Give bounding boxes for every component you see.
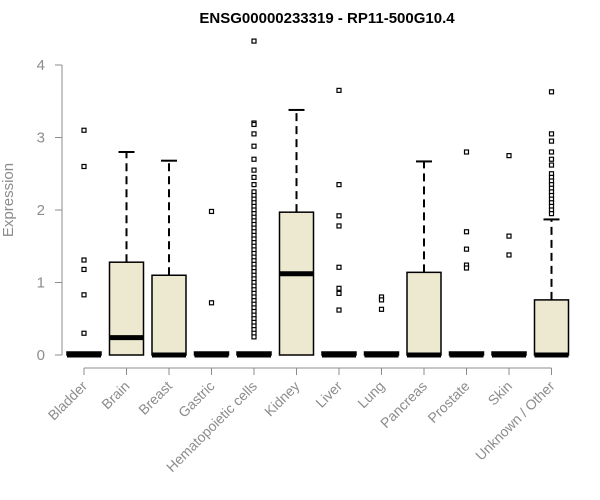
outlier-point xyxy=(251,167,257,173)
outlier-point xyxy=(336,223,342,229)
outlier-point xyxy=(463,246,470,252)
outlier-point xyxy=(251,174,257,180)
x-tick-label: Unknown / Other xyxy=(472,378,558,464)
outlier-point xyxy=(548,156,555,162)
x-tick-label: Lung xyxy=(354,378,387,411)
outlier-point xyxy=(336,285,342,291)
outlier-point xyxy=(81,330,87,336)
outlier-point xyxy=(208,208,215,215)
box-iqr xyxy=(406,271,442,356)
outlier-point xyxy=(81,266,87,273)
x-tick-label: Bladder xyxy=(45,378,91,424)
outlier-point xyxy=(336,182,342,188)
outlier-point xyxy=(336,307,342,313)
y-tick-label: 1 xyxy=(37,275,45,292)
y-tick-label: 2 xyxy=(37,202,45,219)
outlier-point xyxy=(251,156,257,162)
outlier-point xyxy=(548,89,555,95)
box-bladder xyxy=(66,127,102,358)
outlier-point xyxy=(336,264,342,270)
outlier-point xyxy=(463,149,470,155)
x-tick-label: Liver xyxy=(312,378,345,411)
outlier-point xyxy=(251,143,257,149)
outlier-point xyxy=(463,265,470,271)
box-lung xyxy=(363,294,400,358)
box-liver xyxy=(321,87,357,358)
box-breast xyxy=(151,159,187,358)
outlier-point xyxy=(548,211,555,217)
y-tick-label: 3 xyxy=(37,130,45,147)
outlier-point xyxy=(336,213,342,219)
box-hematopoietic-cells xyxy=(236,38,272,358)
outlier-point xyxy=(251,182,257,188)
outlier-point xyxy=(336,290,342,296)
x-tick-label: Brain xyxy=(98,378,132,412)
boxes-group xyxy=(66,38,570,358)
x-tick-label: Breast xyxy=(135,378,175,418)
box-brain xyxy=(108,151,145,356)
outlier-point xyxy=(208,300,215,306)
outlier-point xyxy=(81,163,87,170)
outlier-point xyxy=(251,334,257,340)
outlier-point xyxy=(463,229,470,235)
outlier-point xyxy=(251,131,257,137)
box-gastric xyxy=(193,208,230,358)
box-iqr xyxy=(108,261,145,356)
outlier-point xyxy=(378,306,385,312)
x-tick-label: Prostate xyxy=(424,378,472,426)
box-iqr xyxy=(151,274,187,356)
box-iqr xyxy=(533,299,570,356)
outlier-point xyxy=(336,87,342,93)
outlier-point xyxy=(251,38,257,44)
outlier-point xyxy=(548,162,555,168)
x-tick-label: Kidney xyxy=(261,378,303,420)
box-prostate xyxy=(448,149,485,358)
box-iqr xyxy=(278,211,315,356)
outlier-point xyxy=(548,149,555,155)
chart-title: ENSG00000233319 - RP11-500G10.4 xyxy=(199,10,455,27)
outlier-point xyxy=(548,138,555,144)
outlier-point xyxy=(251,121,257,128)
box-pancreas xyxy=(406,160,442,358)
outlier-point xyxy=(548,131,555,137)
y-axis: 0 1 2 3 4 xyxy=(37,57,63,364)
y-tick-label: 0 xyxy=(37,347,45,364)
outlier-point xyxy=(81,292,87,298)
box-unknown-other xyxy=(533,89,570,358)
x-tick-label: Pancreas xyxy=(377,378,430,431)
x-tick-label: Skin xyxy=(485,378,516,409)
outlier-point xyxy=(378,297,385,303)
outlier-point xyxy=(506,153,512,159)
outlier-point xyxy=(81,127,87,133)
outlier-point xyxy=(81,257,87,263)
outlier-point xyxy=(506,252,512,258)
box-skin xyxy=(491,153,527,358)
outlier-point xyxy=(506,233,512,239)
y-tick-label: 4 xyxy=(37,57,45,74)
box-kidney xyxy=(278,108,315,356)
y-axis-label: Expression xyxy=(0,163,17,237)
